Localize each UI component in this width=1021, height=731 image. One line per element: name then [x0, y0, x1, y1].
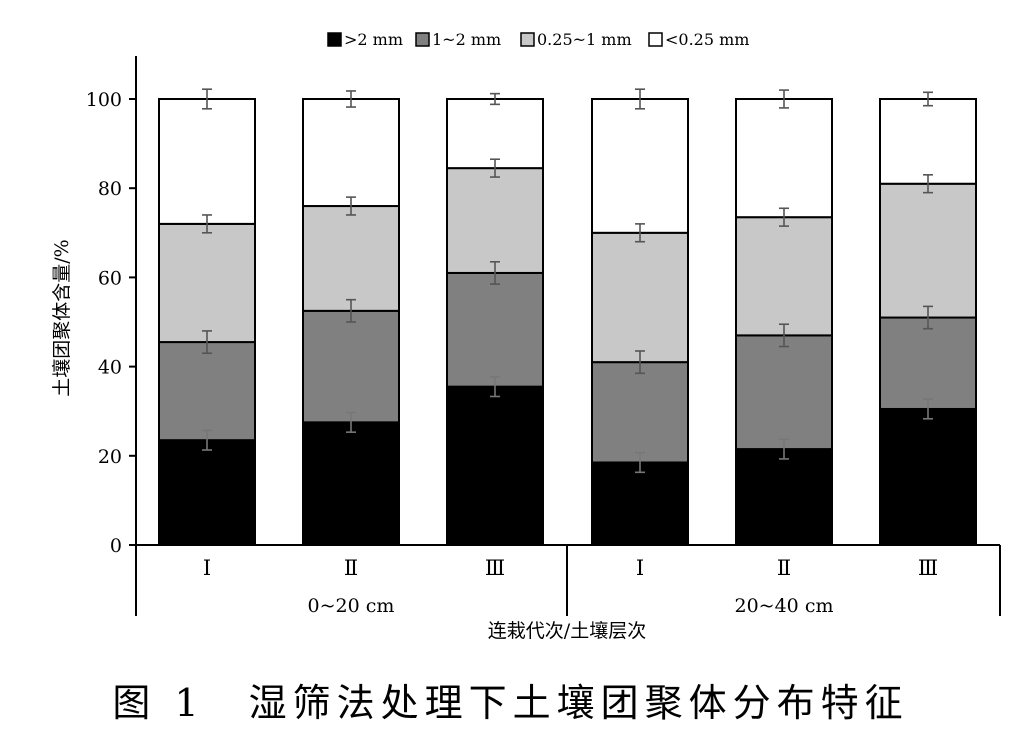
legend-swatch	[327, 32, 342, 47]
error-bar	[779, 207, 789, 227]
y-tick-label: 80	[98, 178, 122, 200]
legend-label: 0.25~1 mm	[537, 30, 632, 49]
bar-segment	[158, 222, 256, 344]
error-bar	[202, 429, 212, 451]
bar-segment	[302, 98, 400, 208]
x-tick-label: Ⅱ	[777, 556, 791, 580]
legend-item: >2 mm	[327, 30, 403, 49]
error-bar	[923, 174, 933, 194]
error-bar	[202, 214, 212, 234]
bar-segment	[735, 334, 833, 451]
figure-caption: 图 1 湿筛法处理下土壤团聚体分布特征	[112, 681, 909, 725]
legend-label: <0.25 mm	[665, 30, 749, 49]
bar-segment	[879, 182, 977, 319]
y-tick-label: 100	[86, 89, 122, 111]
legend-item: <0.25 mm	[648, 30, 749, 49]
x-tick-label: Ⅲ	[918, 556, 938, 580]
error-bar	[779, 438, 789, 460]
bar-segment	[591, 98, 689, 234]
stacked-bar-chart: >2 mm 1~2 mm 0.25~1 mm <0.25 mm 0 20 40 60 80 10…	[51, 30, 1001, 642]
error-bar	[346, 90, 356, 108]
legend-item: 1~2 mm	[415, 30, 501, 49]
error-bar	[490, 158, 500, 178]
bar-segment	[735, 216, 833, 337]
bar-segment	[158, 341, 256, 442]
bar-segment	[879, 407, 977, 546]
legend-swatch	[415, 32, 430, 47]
bar-segment	[446, 385, 544, 547]
bar-segment	[446, 271, 544, 388]
y-axis-label: 土壤团聚体含量/%	[51, 239, 73, 396]
legend-label: >2 mm	[344, 30, 403, 49]
group-label: 20~40 cm	[735, 595, 834, 617]
error-bar	[490, 376, 500, 398]
error-bar	[923, 305, 933, 330]
error-bar	[635, 451, 645, 474]
legend-swatch	[648, 32, 663, 47]
bar-segment	[735, 448, 833, 546]
x-tick-label: Ⅲ	[485, 556, 505, 580]
y-axis: 0 20 40 60 80 100	[86, 56, 137, 557]
group-label: 0~20 cm	[308, 595, 395, 617]
bar-segment	[302, 421, 400, 547]
bar-segment	[158, 98, 256, 225]
x-axis-label: 连栽代次/土壤层次	[488, 620, 646, 642]
error-bar	[923, 91, 933, 107]
error-bar	[346, 196, 356, 216]
error-bar	[202, 330, 212, 355]
legend-swatch	[520, 32, 535, 47]
legend: >2 mm 1~2 mm 0.25~1 mm <0.25 mm	[327, 30, 749, 49]
x-tick-label: Ⅱ	[344, 556, 358, 580]
bar-segment	[302, 205, 400, 312]
x-axis: Ⅰ Ⅱ Ⅲ Ⅰ Ⅱ Ⅲ 0~20 cm 20~40 cm	[135, 544, 1001, 617]
error-bar	[346, 411, 356, 433]
bar-segment	[446, 98, 544, 170]
x-tick-label: Ⅰ	[636, 556, 644, 580]
bar-segment	[158, 439, 256, 546]
error-bar	[923, 398, 933, 420]
bar-segment	[591, 231, 689, 364]
bar-segment	[879, 316, 977, 410]
bars	[158, 98, 977, 547]
bar-segment	[302, 309, 400, 424]
error-bar	[635, 350, 645, 375]
bar-segment	[735, 98, 833, 219]
y-tick-label: 0	[110, 535, 122, 557]
bar-segment	[446, 167, 544, 274]
x-tick-label: Ⅰ	[203, 556, 211, 580]
error-bar	[202, 88, 212, 110]
bar-segment	[591, 361, 689, 464]
error-bar	[490, 260, 500, 285]
error-bar	[490, 92, 500, 106]
error-bar	[779, 89, 789, 109]
bar-segment	[879, 98, 977, 185]
y-tick-label: 40	[98, 357, 122, 379]
error-bar	[635, 223, 645, 243]
y-tick-label: 60	[98, 267, 122, 289]
error-bars	[202, 88, 933, 474]
error-bar	[346, 298, 356, 323]
y-tick-label: 20	[98, 446, 122, 468]
bar-segment	[591, 461, 689, 546]
legend-label: 1~2 mm	[432, 30, 501, 49]
error-bar	[635, 88, 645, 110]
error-bar	[779, 323, 789, 348]
legend-item: 0.25~1 mm	[520, 30, 632, 49]
